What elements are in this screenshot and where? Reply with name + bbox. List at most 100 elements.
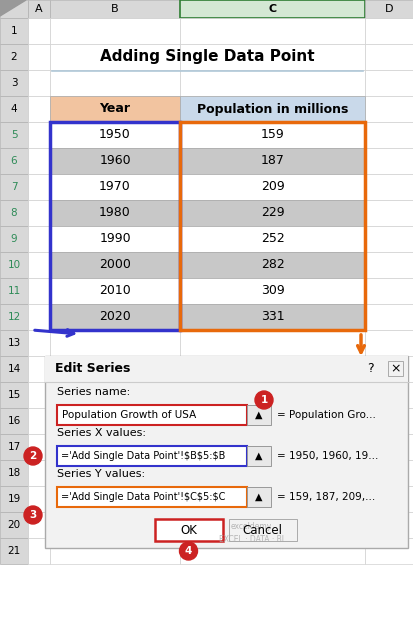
Bar bbox=[28, 304, 50, 330]
Text: OK: OK bbox=[180, 523, 197, 537]
Bar bbox=[50, 174, 180, 200]
Bar bbox=[365, 434, 413, 460]
Text: 159: 159 bbox=[261, 128, 285, 141]
Text: Series name:: Series name: bbox=[57, 387, 130, 397]
Text: 21: 21 bbox=[7, 546, 21, 556]
Bar bbox=[0, 70, 28, 96]
Bar bbox=[180, 304, 365, 330]
Bar bbox=[180, 96, 365, 122]
Text: 7: 7 bbox=[11, 182, 17, 192]
Bar bbox=[180, 226, 365, 252]
Bar bbox=[57, 405, 247, 425]
Bar bbox=[28, 278, 50, 304]
Bar bbox=[180, 122, 365, 148]
Bar bbox=[0, 460, 28, 486]
Circle shape bbox=[180, 542, 197, 560]
Text: 309: 309 bbox=[261, 284, 285, 298]
Text: 252: 252 bbox=[261, 233, 285, 245]
Text: 2010: 2010 bbox=[99, 284, 131, 298]
Text: 10: 10 bbox=[7, 260, 21, 270]
Bar bbox=[0, 382, 28, 408]
Bar bbox=[365, 304, 413, 330]
Bar bbox=[0, 252, 28, 278]
Bar bbox=[28, 382, 50, 408]
Polygon shape bbox=[0, 0, 26, 16]
Bar bbox=[365, 356, 413, 382]
Text: 2020: 2020 bbox=[99, 310, 131, 324]
Bar bbox=[180, 486, 365, 512]
Bar bbox=[180, 0, 365, 18]
Text: Edit Series: Edit Series bbox=[55, 363, 131, 375]
Bar bbox=[50, 330, 180, 356]
Bar bbox=[0, 0, 28, 18]
Text: 20: 20 bbox=[7, 520, 21, 530]
Text: 17: 17 bbox=[7, 442, 21, 452]
Bar bbox=[50, 44, 180, 70]
Bar bbox=[0, 304, 28, 330]
Bar bbox=[365, 512, 413, 538]
Text: 6: 6 bbox=[11, 156, 17, 166]
Text: 1970: 1970 bbox=[99, 181, 131, 193]
Bar bbox=[28, 434, 50, 460]
Text: 209: 209 bbox=[261, 181, 285, 193]
Bar bbox=[365, 122, 413, 148]
Text: ▲: ▲ bbox=[255, 410, 263, 420]
Text: 4: 4 bbox=[11, 104, 17, 114]
Bar bbox=[228, 519, 297, 541]
Bar bbox=[365, 538, 413, 564]
Bar bbox=[28, 174, 50, 200]
Bar bbox=[0, 122, 28, 148]
Bar bbox=[365, 200, 413, 226]
Bar bbox=[365, 226, 413, 252]
Bar bbox=[365, 408, 413, 434]
Text: Population in millions: Population in millions bbox=[197, 102, 348, 116]
Bar bbox=[45, 356, 408, 548]
Bar bbox=[180, 148, 365, 174]
Text: = 1950, 1960, 19...: = 1950, 1960, 19... bbox=[277, 451, 378, 461]
Bar bbox=[50, 304, 180, 330]
Text: 16: 16 bbox=[7, 416, 21, 426]
Text: 8: 8 bbox=[11, 208, 17, 218]
Bar bbox=[50, 304, 180, 330]
Bar bbox=[365, 382, 413, 408]
Bar bbox=[0, 200, 28, 226]
Bar bbox=[50, 96, 180, 122]
Bar bbox=[28, 96, 50, 122]
Bar bbox=[50, 538, 180, 564]
Bar bbox=[0, 356, 28, 382]
Bar bbox=[180, 252, 365, 278]
Text: 2: 2 bbox=[11, 52, 17, 62]
Bar bbox=[50, 96, 180, 122]
Text: ='Add Single Data Point'!$B$5:$B: ='Add Single Data Point'!$B$5:$B bbox=[61, 451, 225, 461]
Text: = Population Gro...: = Population Gro... bbox=[277, 410, 376, 420]
Bar bbox=[180, 434, 365, 460]
Text: 282: 282 bbox=[261, 258, 285, 272]
Bar bbox=[180, 408, 365, 434]
Bar bbox=[28, 330, 50, 356]
Bar bbox=[28, 252, 50, 278]
Bar bbox=[28, 122, 50, 148]
Bar bbox=[28, 486, 50, 512]
Bar bbox=[57, 487, 247, 507]
Text: 11: 11 bbox=[7, 286, 21, 296]
Bar bbox=[180, 356, 365, 382]
Bar bbox=[180, 200, 365, 226]
Bar bbox=[28, 538, 50, 564]
Bar bbox=[28, 460, 50, 486]
Text: 1980: 1980 bbox=[99, 207, 131, 219]
Text: 3: 3 bbox=[29, 510, 37, 520]
Bar bbox=[365, 174, 413, 200]
Bar bbox=[0, 486, 28, 512]
Bar bbox=[50, 226, 180, 252]
Text: = 159, 187, 209,...: = 159, 187, 209,... bbox=[277, 492, 375, 502]
Bar bbox=[365, 330, 413, 356]
Text: 4: 4 bbox=[185, 546, 192, 556]
Text: 3: 3 bbox=[11, 78, 17, 88]
Text: 187: 187 bbox=[261, 155, 285, 167]
Bar bbox=[50, 148, 180, 174]
Bar bbox=[180, 278, 365, 304]
Bar bbox=[50, 278, 180, 304]
Text: 19: 19 bbox=[7, 494, 21, 504]
Bar bbox=[365, 148, 413, 174]
Circle shape bbox=[24, 506, 42, 524]
